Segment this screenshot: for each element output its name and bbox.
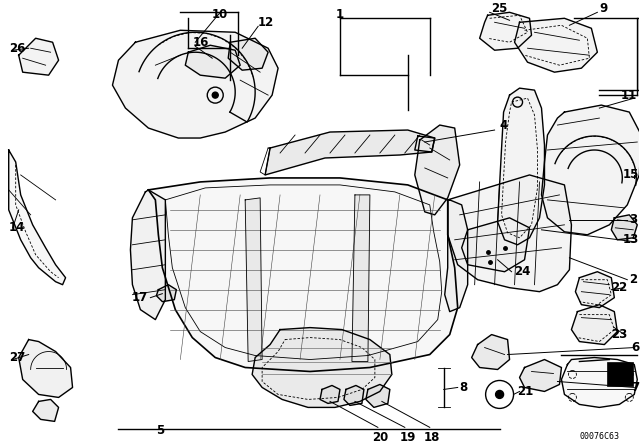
Polygon shape xyxy=(611,215,637,240)
Polygon shape xyxy=(320,385,340,403)
Polygon shape xyxy=(572,305,618,345)
Text: 15: 15 xyxy=(623,168,639,181)
Polygon shape xyxy=(186,45,240,78)
Text: 7: 7 xyxy=(631,381,639,394)
Polygon shape xyxy=(19,340,72,397)
Polygon shape xyxy=(33,400,59,422)
Text: 21: 21 xyxy=(518,385,534,398)
Polygon shape xyxy=(366,384,390,407)
Text: 26: 26 xyxy=(9,42,25,55)
Text: 6: 6 xyxy=(631,341,639,354)
Polygon shape xyxy=(265,130,435,175)
Text: 11: 11 xyxy=(621,89,637,102)
Polygon shape xyxy=(515,18,597,72)
Text: 17: 17 xyxy=(132,291,148,304)
Text: 16: 16 xyxy=(192,36,209,49)
Text: 10: 10 xyxy=(212,9,228,22)
Polygon shape xyxy=(19,38,59,75)
Polygon shape xyxy=(445,200,468,312)
Text: 20: 20 xyxy=(372,431,388,444)
Polygon shape xyxy=(448,175,572,292)
Polygon shape xyxy=(228,38,268,70)
Text: 19: 19 xyxy=(399,431,416,444)
Text: 27: 27 xyxy=(9,351,25,364)
Text: 8: 8 xyxy=(460,381,468,394)
Text: 24: 24 xyxy=(515,265,531,278)
Polygon shape xyxy=(344,385,364,405)
Polygon shape xyxy=(245,198,262,362)
Polygon shape xyxy=(472,335,509,370)
Polygon shape xyxy=(561,358,637,407)
Polygon shape xyxy=(148,178,458,371)
Text: 00076C63: 00076C63 xyxy=(579,432,620,441)
Polygon shape xyxy=(131,190,165,319)
Text: 2: 2 xyxy=(629,273,637,286)
Text: 14: 14 xyxy=(9,221,25,234)
Circle shape xyxy=(495,391,504,398)
Bar xyxy=(607,362,634,387)
Polygon shape xyxy=(541,105,640,235)
Polygon shape xyxy=(252,327,392,407)
Polygon shape xyxy=(9,150,65,284)
Text: 5: 5 xyxy=(156,424,164,437)
Circle shape xyxy=(493,388,507,401)
Polygon shape xyxy=(415,125,460,215)
Text: 9: 9 xyxy=(600,2,607,15)
Circle shape xyxy=(212,92,218,98)
Polygon shape xyxy=(520,360,561,392)
Text: 22: 22 xyxy=(611,281,627,294)
Polygon shape xyxy=(461,218,529,272)
Polygon shape xyxy=(497,88,545,245)
Text: 3: 3 xyxy=(629,213,637,226)
Text: 13: 13 xyxy=(623,233,639,246)
Text: 25: 25 xyxy=(492,2,508,15)
Text: 23: 23 xyxy=(611,328,627,341)
Text: 1: 1 xyxy=(336,9,344,22)
Polygon shape xyxy=(352,195,370,362)
Text: 4: 4 xyxy=(500,119,508,132)
Polygon shape xyxy=(156,284,177,302)
Text: 18: 18 xyxy=(424,431,440,444)
Polygon shape xyxy=(575,272,614,308)
Polygon shape xyxy=(113,30,278,138)
Text: 12: 12 xyxy=(258,16,275,29)
Polygon shape xyxy=(479,12,531,50)
